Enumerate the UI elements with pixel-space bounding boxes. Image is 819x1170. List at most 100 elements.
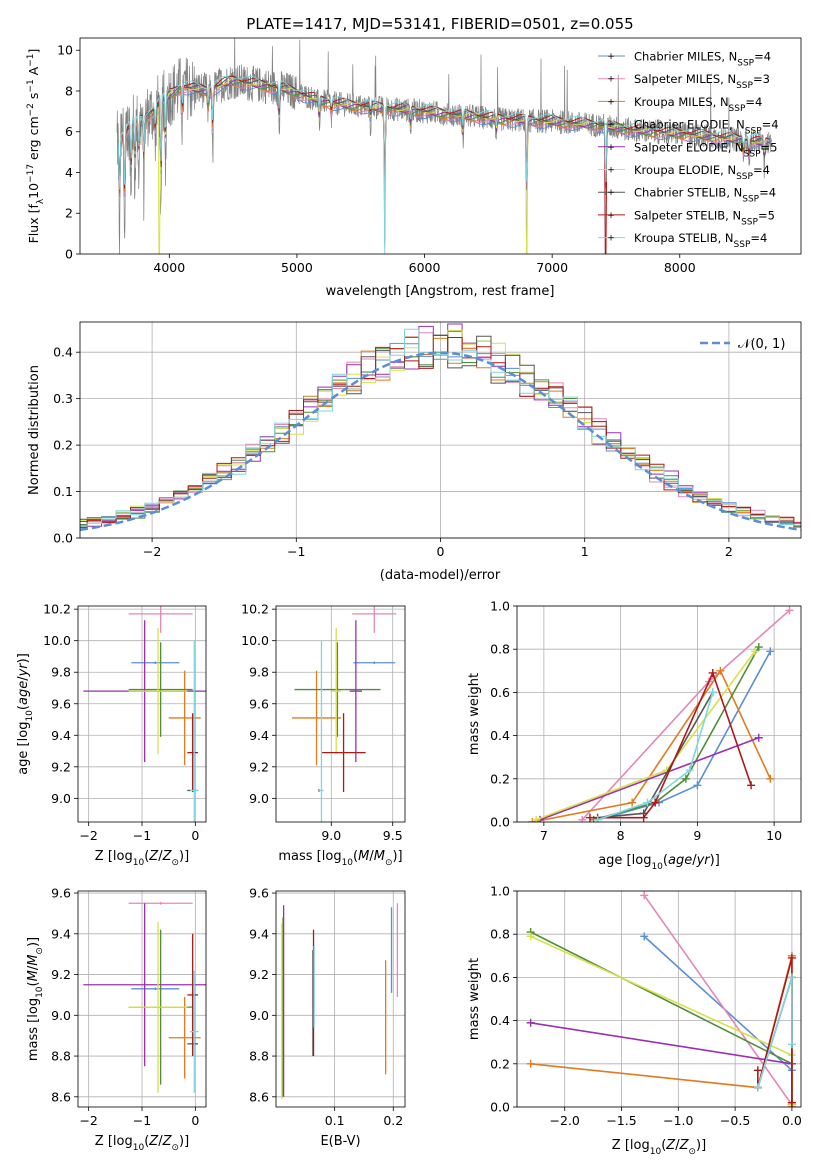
legend-label: Kroupa ELODIE, NSSP=4 [634,163,770,182]
errorbar-point [190,640,199,822]
y-tick-label: 9.8 [249,665,269,680]
x-tick-label: −1 [133,1113,151,1128]
y-tick-label: 9.0 [51,791,71,806]
weight-point-marker [754,733,763,742]
y-tick-label: 9.0 [249,791,269,806]
weight-series-line [581,609,791,821]
legend-label: Chabrier STELIB, NSSP=4 [634,186,776,205]
y-tick-label: 9.4 [51,926,71,941]
y-tick-label: 8.6 [51,1089,71,1104]
x-tick-label: −1.0 [663,1113,693,1128]
errorbar-point [128,642,193,737]
weight-series-line [530,931,793,1105]
y-tick-label: 9.6 [51,696,71,711]
errorbar-point [83,903,206,1067]
weight-series-line [539,737,760,821]
label-part: Kroupa MILES, N [634,95,729,109]
legend-marker: + [607,75,615,85]
weight-series-line [532,669,772,822]
axes-age_vs_Z: −2 −1 09.09.29.49.69.810.010.2Z [log10(Z/Z… [16,602,207,868]
y-tick-label: 9.6 [249,886,269,901]
weight-point-marker [685,766,694,775]
y-tick-label: 0 [65,247,73,262]
legend-marker: + [607,120,615,130]
weight-point-marker [754,643,763,652]
legend-marker: + [607,211,615,221]
label-part: / [158,849,163,864]
y-axis-label: age [log10(age/yr)] [16,653,35,775]
y-tick-label: 9.4 [249,728,269,743]
label-part: SSP [741,217,758,227]
legend-label: Chabrier MILES, NSSP=4 [634,50,771,69]
label-part: =4 [750,231,767,245]
label-part: λ [36,198,46,204]
model-spectrum-line [117,75,770,254]
label-part: ( [144,849,149,864]
plot-area [83,901,206,1093]
legend-marker: + [607,234,615,244]
weight-point-marker [628,798,637,807]
label-part: =4 [762,118,779,132]
weight-point-marker [766,647,775,656]
y-axis-label: mass weight [467,673,482,755]
label-part: ⊙ [688,1147,696,1157]
label-part: M [26,970,41,981]
y-tick-label: 0.2 [490,771,510,786]
y-tick-label: 9.0 [249,1008,269,1023]
label-part: Kroupa STELIB, N [634,231,734,245]
y-tick-label: 10.0 [241,633,269,648]
x-tick-label: −1 [133,828,151,843]
errorbar-point [128,901,193,905]
errorbar-point [128,628,188,755]
label-part: ( [661,1138,666,1153]
x-tick-label: 1 [581,544,589,559]
y-tick-label: 0.4 [490,728,510,743]
label-part: SSP [736,172,753,182]
weight-series-line [530,955,793,1107]
label-part: )] [710,853,720,868]
y-tick-label: 0.0 [490,1100,510,1115]
axes-weight_vs_Z: −2.0 −1.5 −1.0 −0.5 0.0 0.0 0.2 0.4 0.6 0.8 1.0 Z [… [467,884,802,1158]
model-spectrum-line [117,82,770,198]
legend-marker: + [607,143,615,153]
x-tick-label: 8 [617,828,625,843]
legend-label: Salpeter MILES, NSSP=3 [634,72,770,91]
legend-label: Salpeter ELODIE, NSSP=5 [634,140,777,159]
y-tick-label: 0.4 [53,345,73,360]
label-part: )] [16,653,31,663]
y-tick-label: 8.8 [249,1049,269,1064]
label-part: Chabrier ELODIE, N [634,118,745,132]
y-tick-label: 0.0 [490,815,510,830]
label-part: mass [ [278,849,321,864]
label-part: Z [679,1138,690,1153]
axes-frame [79,37,802,255]
y-tick-label: 9.2 [51,967,71,982]
x-tick-label: 0.1 [325,1113,345,1128]
errorbar-point [131,987,180,991]
y-tick-label: 9.4 [249,926,269,941]
label-part: −17 [26,164,36,183]
plot-area [83,606,206,822]
label-part: =4 [745,95,762,109]
label-part: / [16,676,31,681]
label-part: yr [696,853,712,868]
label-part: mass [ [26,1018,41,1061]
errorbar-point [168,996,201,1079]
model-spectrum-line [117,78,770,191]
label-part: ( [144,1134,149,1149]
label-part: Flux [f [26,204,41,244]
label-part: log [16,722,31,742]
weight-point-marker [578,815,587,822]
x-tick-label: −2 [143,544,161,559]
axes-residual_hist: −2 −1 0 1 2 0.0 0.1 0.2 0.3 0.4 𝒩(0, 1) (data-model… [27,321,802,583]
label-part: log [630,1138,650,1153]
y-tick-label: 9.2 [249,759,269,774]
label-part: s [26,93,41,104]
y-tick-label: 6 [65,124,73,139]
errorbar-point [319,640,324,822]
label-part: Chabrier STELIB, N [634,186,742,200]
label-part: / [26,965,41,970]
weight-point-marker [750,647,759,656]
